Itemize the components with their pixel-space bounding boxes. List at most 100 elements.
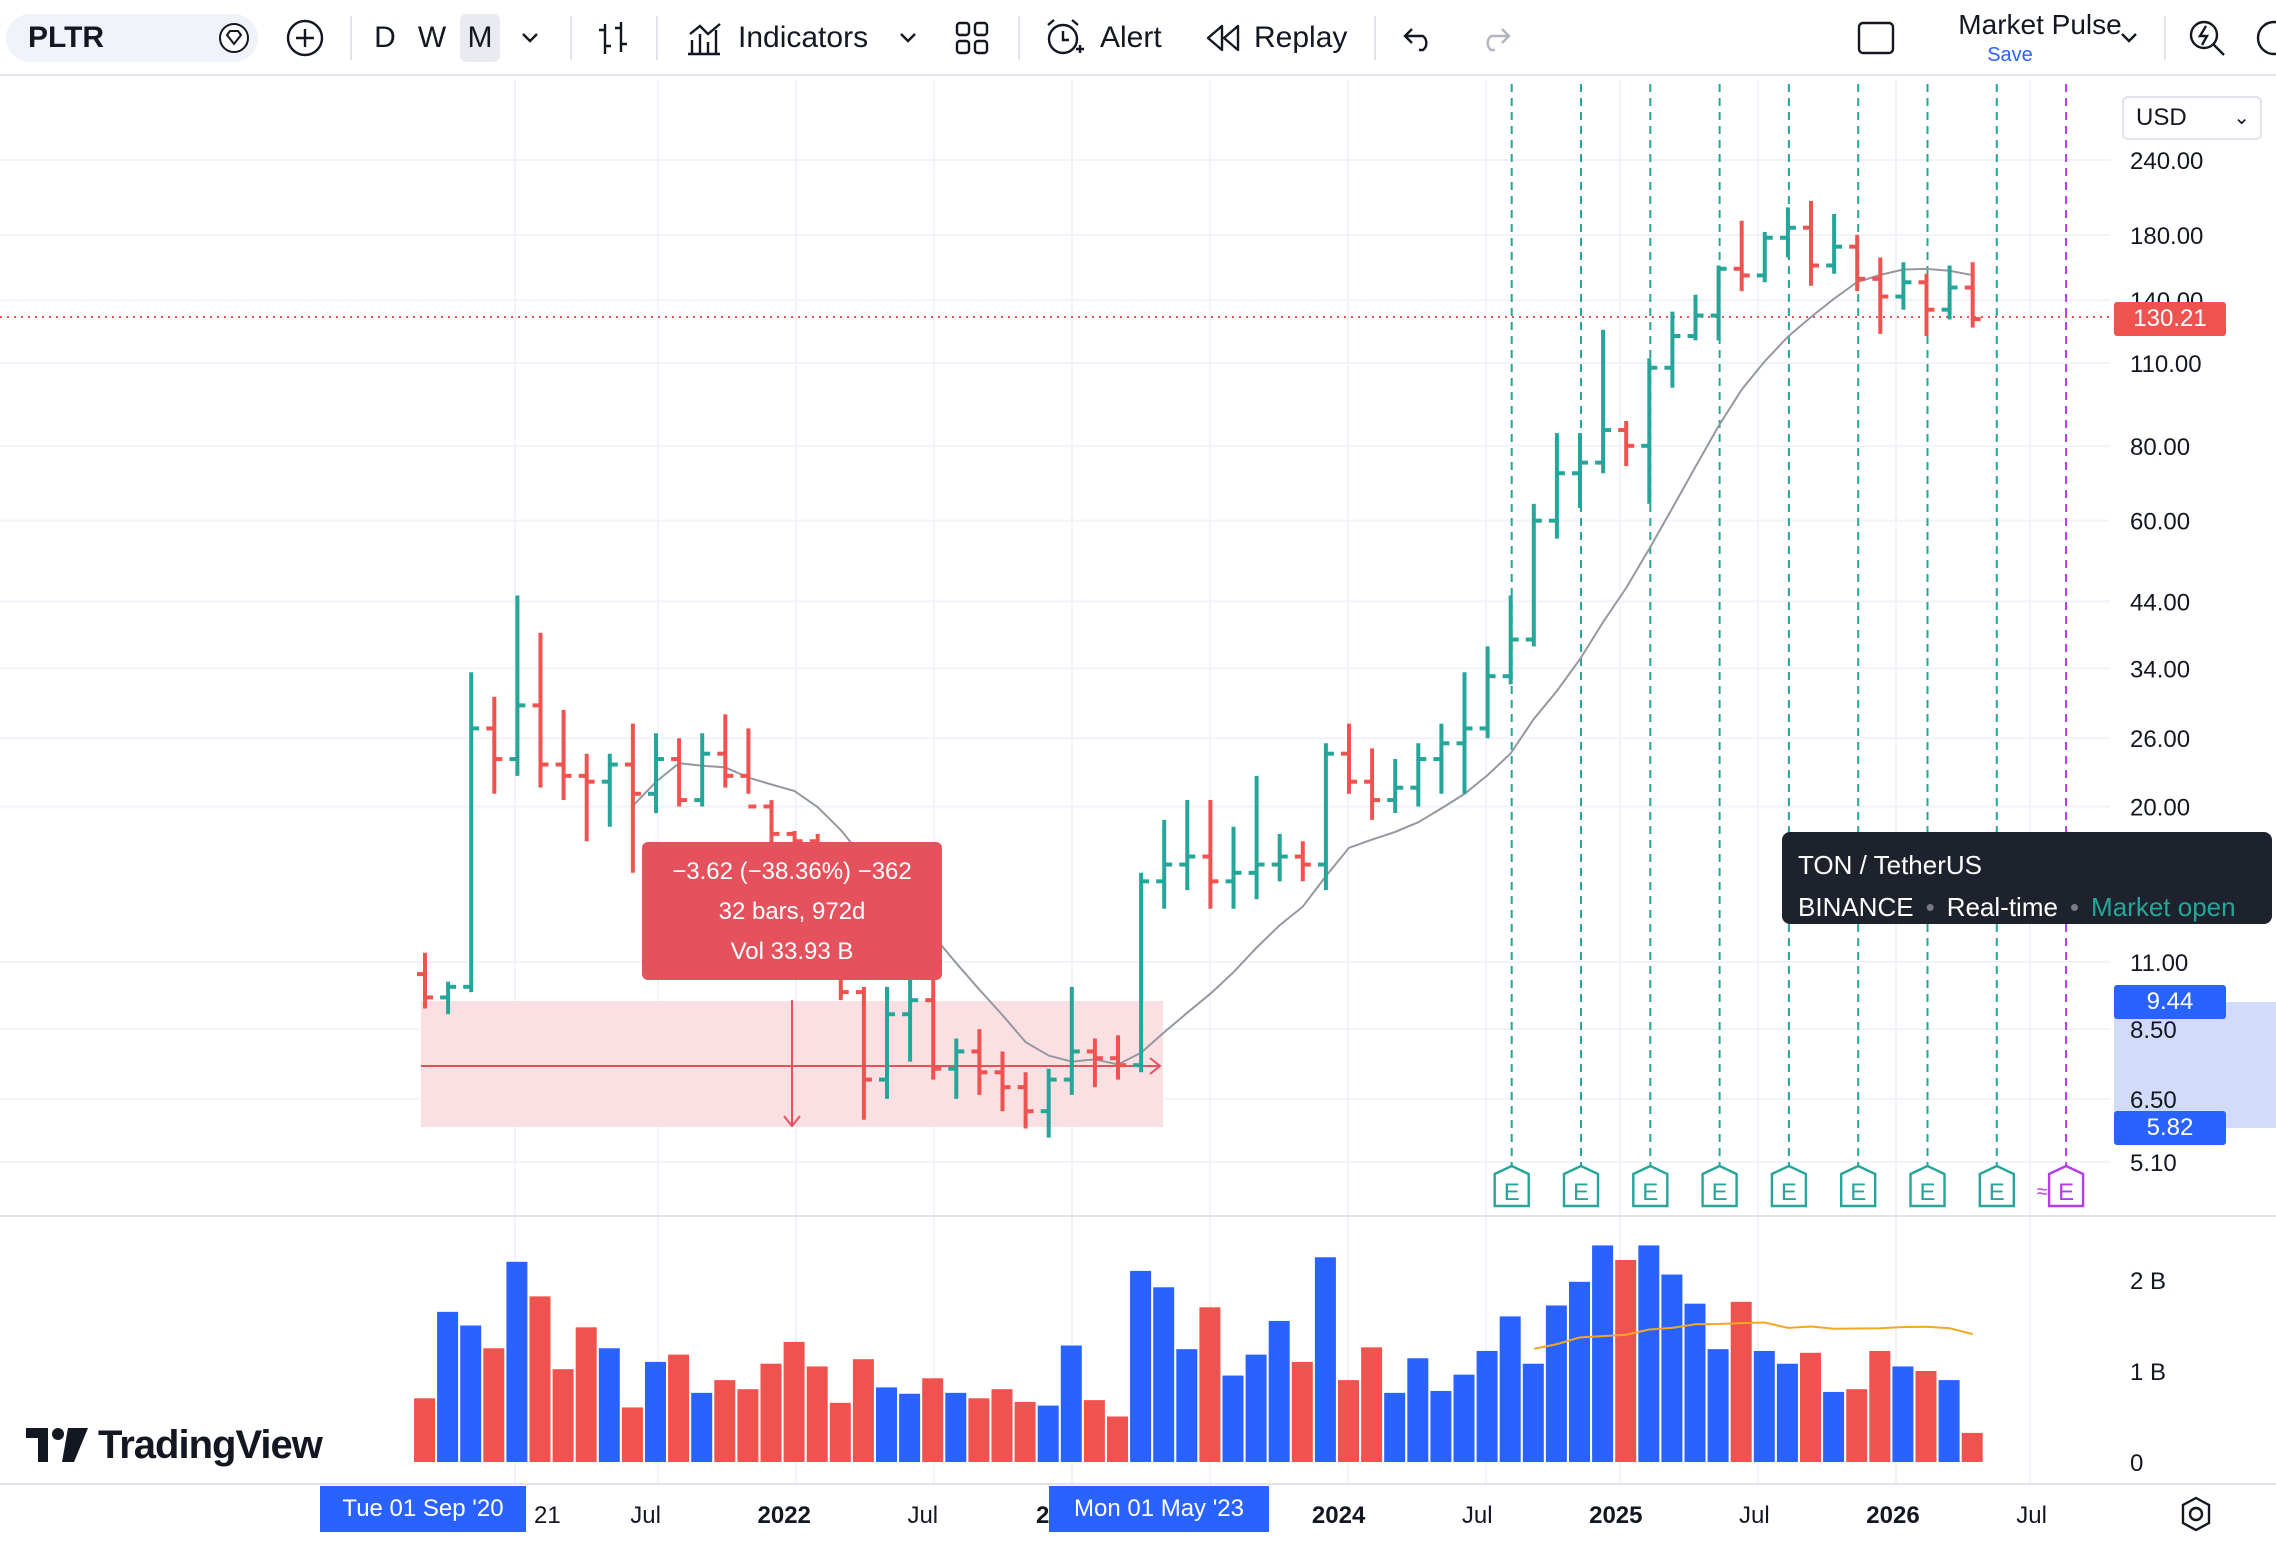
indicators-button[interactable]: Indicators	[684, 14, 924, 62]
volume-bar	[1684, 1303, 1706, 1462]
chevron-down-icon	[522, 33, 538, 43]
time-axis-label: 21	[534, 1502, 561, 1529]
measure-info-box: −3.62 (−38.36%) −362 32 bars, 972d Vol 3…	[642, 842, 942, 980]
measure-change: −3.62 (−38.36%) −362	[672, 858, 912, 885]
quick-search-button[interactable]	[2184, 14, 2230, 62]
redo-button[interactable]	[1474, 14, 1516, 62]
time-range-start-badge: Tue 01 Sep '20	[320, 1486, 526, 1532]
approx-icon: ≈	[2037, 1181, 2048, 1203]
tooltip-pair: TON / TetherUS	[1798, 850, 1982, 880]
volume-bar	[806, 1366, 828, 1462]
earnings-marker-label: E	[1712, 1179, 1728, 1206]
volume-bar	[1915, 1371, 1937, 1462]
volume-axis-label: 0	[2130, 1450, 2143, 1477]
earnings-marker	[1701, 1164, 1738, 1208]
indicators-dropdown[interactable]	[890, 14, 926, 62]
time-range-end-badge: Mon 01 May '23	[1049, 1486, 1269, 1532]
volume-bar	[1107, 1416, 1128, 1462]
interval-d[interactable]: D	[374, 21, 396, 54]
tradingview-logo[interactable]: TradingView	[26, 1420, 323, 1470]
tooltip-status: Market open	[2091, 892, 2236, 922]
time-axis-label: 2025	[1589, 1502, 1642, 1529]
price-axis-label: 80.00	[2130, 434, 2190, 461]
volume-bar	[783, 1341, 805, 1462]
time-axis-label: Jul	[1462, 1502, 1493, 1529]
symbol-search[interactable]: PLTR	[6, 14, 258, 62]
earnings-lines	[1510, 84, 2068, 1166]
time-axis-label: 2024	[1312, 1502, 1366, 1529]
undo-button[interactable]	[1398, 14, 1440, 62]
volume-bar	[437, 1311, 459, 1462]
price-axis-label: 34.00	[2130, 656, 2190, 683]
square-icon	[1857, 21, 1895, 55]
earnings-marker-label: E	[1919, 1179, 1935, 1206]
replay-button[interactable]: Replay	[1204, 14, 1354, 62]
interval-w[interactable]: W	[417, 21, 447, 54]
layout-dropdown[interactable]	[2112, 14, 2146, 62]
volume-bar	[668, 1354, 690, 1462]
volume-bar	[645, 1361, 666, 1462]
currency-label: USD	[2136, 104, 2187, 131]
chevron-down-icon: ⌄	[2233, 107, 2250, 129]
volume-bar	[1522, 1363, 1544, 1462]
time-axis-label: Jul	[907, 1502, 938, 1529]
diamond-icon[interactable]	[218, 22, 250, 54]
compare-add-button[interactable]	[282, 14, 328, 62]
volume-bar	[552, 1369, 574, 1462]
earnings-marker	[1978, 1164, 2015, 1208]
time-axis-label: 2	[1036, 1502, 1049, 1529]
volume-bar	[1776, 1363, 1798, 1462]
layout-checkbox[interactable]	[1854, 14, 1898, 62]
price-axis-label: 180.00	[2130, 223, 2203, 250]
symbol-name: PLTR	[28, 21, 105, 54]
volume-bar	[1753, 1350, 1775, 1462]
top-toolbar: PLTR D W M Indicators Alert Replay M	[0, 0, 2276, 76]
upcoming-earnings-label: E	[2058, 1179, 2074, 1206]
volume-bar	[1961, 1432, 1983, 1462]
interval-dropdown[interactable]	[512, 14, 548, 62]
branding-text: TradingView	[98, 1422, 323, 1467]
tooltip-exchange: BINANCE	[1798, 892, 1914, 922]
chart-settings-button[interactable]	[2176, 1494, 2216, 1534]
indicators-label: Indicators	[738, 21, 869, 54]
earnings-marker-label: E	[1989, 1179, 2005, 1206]
symbol-tooltip: TON / TetherUS BINANCE • Real-time • Market …	[1782, 832, 2272, 924]
volume-bar	[1592, 1245, 1614, 1462]
alert-button[interactable]: Alert	[1044, 14, 1174, 62]
more-button[interactable]	[2252, 14, 2276, 62]
time-axis-label: Jul	[630, 1502, 661, 1529]
volume-bar	[1730, 1301, 1752, 1462]
volume-bar	[1545, 1305, 1567, 1462]
price-range-highlight	[2114, 1002, 2276, 1128]
volume-bar	[1453, 1374, 1475, 1462]
volume-bar	[1499, 1316, 1521, 1462]
volume-bar	[1130, 1270, 1152, 1462]
tradingview-logo-icon	[26, 1428, 88, 1462]
earnings-marker	[1632, 1164, 1669, 1208]
grid	[0, 80, 2110, 1484]
volume-bar	[991, 1389, 1013, 1462]
price-axis-label: 240.00	[2130, 148, 2203, 175]
layout-button[interactable]	[948, 14, 996, 62]
volume-bar	[1014, 1401, 1036, 1462]
separator	[2164, 16, 2166, 60]
chart-type-button[interactable]	[590, 14, 636, 62]
range-low-badge: 5.82	[2114, 1111, 2226, 1145]
layout-name[interactable]: Market Pulse	[1958, 9, 2122, 40]
time-axis: Jul 2022 Jul 2024 Jul 2025 Jul 2026 Jul 21 2	[534, 1502, 2047, 1529]
volume-bar	[1846, 1389, 1868, 1462]
plus-circle-icon	[286, 19, 324, 57]
price-axis-label: 5.10	[2130, 1150, 2177, 1177]
currency-select[interactable]: USD ⌄	[2122, 96, 2262, 140]
volume-bar	[1892, 1366, 1914, 1462]
volume-bar	[1869, 1350, 1891, 1462]
volume-bar	[1938, 1380, 1960, 1462]
interval-m[interactable]: M	[460, 14, 500, 62]
time-axis-label: 2026	[1866, 1502, 1919, 1529]
volume-bar	[1083, 1400, 1105, 1462]
volume-bar	[1245, 1354, 1267, 1462]
volume-bar	[1361, 1347, 1383, 1462]
save-link[interactable]: Save	[1987, 44, 2033, 66]
chevron-down-icon	[900, 33, 916, 43]
